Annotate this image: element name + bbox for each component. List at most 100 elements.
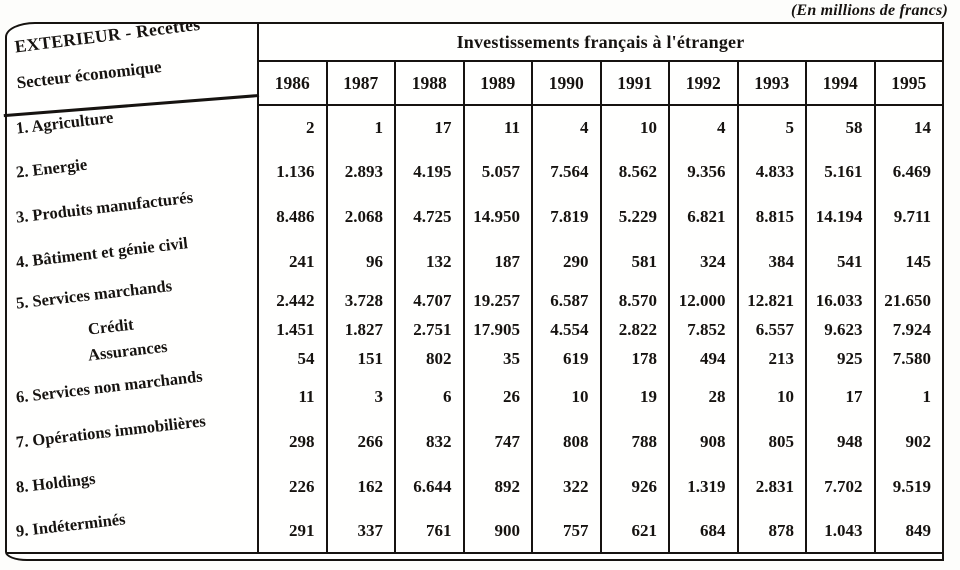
value-cell: 1.043	[805, 509, 874, 552]
value-cell: 761	[394, 509, 463, 552]
sub-value: 178	[631, 348, 658, 368]
value: 384	[768, 252, 795, 271]
value: 226	[289, 477, 315, 496]
value-cell: 900	[462, 509, 532, 552]
value: 849	[905, 521, 932, 540]
value-cell: 324	[668, 239, 737, 284]
value-cell: 7.564	[531, 149, 600, 194]
sub-value: 6.557	[755, 319, 794, 339]
sub-value: 17.905	[473, 319, 520, 339]
value-cell: 1	[873, 374, 943, 419]
value: 10	[640, 118, 657, 137]
value: 4.833	[755, 162, 794, 181]
value-cell: 832	[394, 419, 463, 464]
value: 9.519	[892, 477, 931, 496]
value: 8.562	[618, 162, 657, 181]
sub-value: 494	[700, 348, 726, 368]
value-cell: 187	[462, 239, 532, 284]
value: 96	[366, 252, 383, 271]
value-cell: 9.519	[873, 464, 943, 509]
value: 1.136	[276, 162, 315, 181]
value-cell: 7.819	[531, 194, 600, 239]
value: 3.728	[344, 290, 383, 310]
value-cell: 58	[805, 106, 874, 149]
value: 7.564	[550, 162, 589, 181]
sub-value: 802	[426, 348, 452, 368]
value-cell: 26	[462, 374, 532, 419]
value: 926	[631, 477, 658, 496]
value-cell: 2.442 1.451 54	[257, 284, 326, 374]
value: 4.725	[413, 207, 452, 226]
value: 12.821	[747, 290, 794, 310]
value: 7.819	[550, 207, 589, 226]
value-cell: 878	[736, 509, 806, 552]
value: 10	[571, 387, 589, 406]
value: 892	[494, 477, 521, 496]
sub-value: 9.623	[824, 319, 863, 339]
value: 805	[768, 432, 795, 451]
value-cell: 892	[462, 464, 532, 509]
value-cell: 12.821 6.557 213	[736, 284, 806, 374]
value: 5	[785, 118, 795, 137]
value-cell: 757	[531, 509, 600, 552]
value: 21.650	[884, 290, 931, 310]
value: 6	[443, 387, 452, 406]
sub-value: 619	[563, 348, 589, 368]
value-cell: 4	[531, 106, 600, 149]
value-cell: 16.033 9.623 925	[805, 284, 874, 374]
value: 1	[922, 387, 932, 406]
value-cell: 9.711	[873, 194, 943, 239]
value-cell: 5.161	[805, 149, 874, 194]
value-cell: 541	[805, 239, 874, 284]
value-cell: 8.815	[736, 194, 806, 239]
value: 8.486	[276, 207, 315, 226]
value: 900	[494, 521, 521, 540]
value: 17	[434, 118, 452, 137]
value: 16.033	[815, 290, 863, 310]
value: 761	[426, 521, 452, 540]
value-cell: 6.587 4.554 619	[531, 284, 600, 374]
value: 6.821	[687, 207, 726, 226]
value-cell: 291	[257, 509, 326, 552]
value: 241	[289, 252, 315, 271]
value-cell: 1.136	[257, 149, 326, 194]
value: 145	[905, 252, 932, 271]
sub-value: 7.924	[892, 319, 931, 339]
value-cell: 12.000 7.852 494	[668, 284, 737, 374]
value: 58	[845, 118, 863, 137]
value: 747	[494, 432, 521, 451]
year-header-cell: 1993	[736, 62, 805, 106]
value-cell: 1	[325, 106, 395, 149]
value-cell: 581	[599, 239, 669, 284]
value-cell: 2.831	[736, 464, 806, 509]
value: 8.815	[755, 207, 794, 226]
sub-value: 213	[768, 348, 795, 368]
value-cell: 8.486	[257, 194, 326, 239]
value-cell: 3	[325, 374, 395, 419]
table-frame: EXTERIEUR - Recettes Secteur économique …	[3, 14, 944, 561]
value-cell: 290	[531, 239, 600, 284]
value-cell: 14.194	[805, 194, 874, 239]
sub-value: 151	[357, 348, 384, 368]
table-title: Investissements français à l'étranger	[257, 24, 942, 62]
value-cell: 226	[257, 464, 326, 509]
row-label-cell: 9. Indéterminés	[7, 509, 257, 552]
value-cell: 162	[325, 464, 395, 509]
value-cell: 926	[599, 464, 669, 509]
value-cell: 14	[873, 106, 943, 149]
value-cell: 21.650 7.924 7.580	[873, 284, 943, 374]
sub-value: 925	[837, 348, 863, 368]
value: 8.570	[618, 290, 657, 310]
investments-table: EXTERIEUR - Recettes Secteur économique …	[3, 14, 943, 554]
value: 2.442	[276, 290, 315, 310]
year-header-cell: 1989	[462, 62, 531, 106]
value-cell: 6.644	[394, 464, 463, 509]
value: 4	[580, 118, 589, 137]
value: 9.711	[893, 207, 931, 226]
year-header-cell: 1987	[325, 62, 394, 106]
value: 19.257	[473, 290, 520, 310]
value: 162	[357, 477, 384, 496]
year-header-cell: 1994	[805, 62, 874, 106]
value: 4	[717, 118, 726, 137]
value-cell: 849	[873, 509, 943, 552]
